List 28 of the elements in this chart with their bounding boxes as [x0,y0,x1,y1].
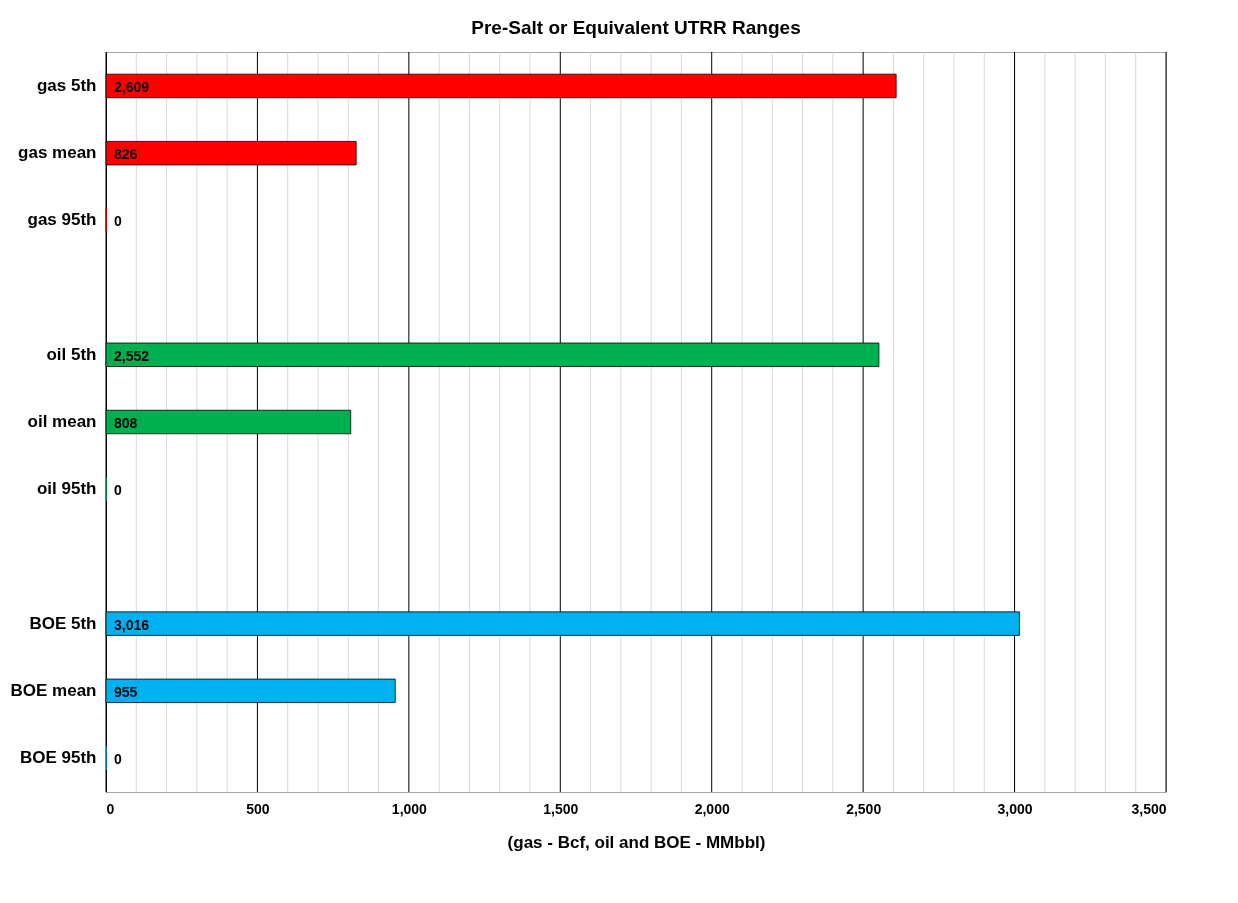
y-tick-label: gas 5th [36,75,97,95]
data-label: 808 [114,415,138,431]
x-axis-title: (gas - Bcf, oil and BOE - MMbbl) [507,832,766,852]
x-tick-label: 500 [246,800,270,817]
x-tick-label: 1,000 [391,800,428,817]
x-tick-label: 0 [106,800,115,817]
y-tick-label: BOE 5th [29,613,97,633]
chart-title: Pre-Salt or Equivalent UTRR Ranges [471,16,801,38]
data-label: 0 [114,482,122,499]
data-label: 3,016 [114,616,150,633]
data-label: 0 [114,751,122,768]
y-tick-label: oil mean [27,412,97,431]
data-label: 0 [114,213,122,230]
data-label: 955 [114,683,138,700]
x-tick-label: 2,500 [846,800,882,817]
y-tick-label: BOE mean [10,680,97,700]
data-label: 826 [114,146,138,163]
y-tick-label: oil 95th [36,479,97,499]
x-tick-label: 3,500 [1131,800,1167,817]
y-tick-label: gas mean [18,143,97,163]
x-tick-label: 2,000 [694,800,730,817]
y-tick-label: oil 5th [46,344,97,364]
x-tick-label: 1,500 [543,800,579,817]
y-tick-label: BOE 95th [19,748,97,768]
y-tick-label: gas 95th [27,210,97,230]
data-label: 2,609 [114,78,150,95]
data-label: 2,552 [114,347,150,364]
x-tick-label: 3,000 [997,800,1033,817]
